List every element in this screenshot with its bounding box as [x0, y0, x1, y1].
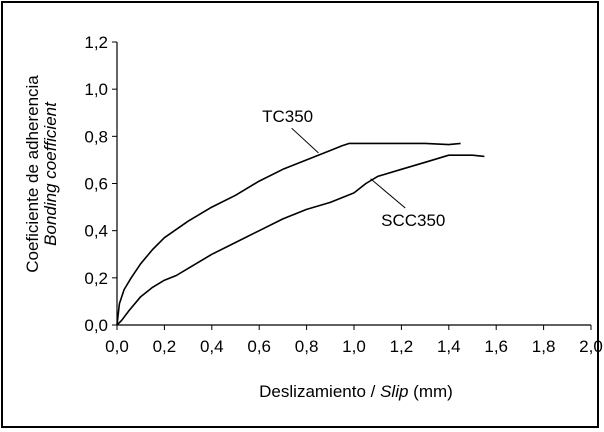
series-lines [116, 142, 485, 326]
x-tick-label: 0,0 [105, 337, 129, 356]
x-tick-label: 1,0 [342, 337, 366, 356]
x-ticks: 0,0 0,2 0,4 0,6 0,8 1,0 1,2 1,4 1,6 1,8 2,0 [105, 325, 603, 356]
y-axis-label-line2: Bonding coefficient [41, 101, 60, 246]
x-tick-label: 0,8 [295, 337, 319, 356]
y-tick-label: 0,4 [84, 222, 108, 241]
series-line-scc350 [116, 154, 485, 326]
chart-frame [1, 1, 599, 428]
x-tick-label: 1,6 [484, 337, 508, 356]
x-tick-label: 0,6 [247, 337, 271, 356]
x-tick-label: 2,0 [579, 337, 603, 356]
annotation-leader-scc350 [370, 178, 406, 209]
annotations: TC350 SCC350 [262, 107, 445, 230]
x-tick-label: 0,4 [200, 337, 224, 356]
series-line-tc350 [116, 142, 461, 326]
y-tick-label: 0,0 [84, 316, 108, 335]
y-tick-label: 0,6 [84, 175, 108, 194]
annotation-scc350: SCC350 [381, 211, 445, 230]
x-tick-label: 1,4 [437, 337, 461, 356]
y-axis-label: Coeficiente de adherencia Bonding coeffi… [23, 75, 60, 273]
annotation-leader-tc350 [291, 127, 319, 154]
y-ticks: 0,0 0,2 0,4 0,6 0,8 1,0 1,2 [84, 33, 117, 335]
x-tick-label: 1,8 [532, 337, 556, 356]
axes [116, 42, 591, 326]
y-tick-label: 0,8 [84, 127, 108, 146]
y-tick-label: 0,2 [84, 269, 108, 288]
x-tick-label: 1,2 [390, 337, 414, 356]
y-axis-label-line1: Coeficiente de adherencia [23, 75, 42, 273]
annotation-tc350: TC350 [262, 107, 313, 126]
y-tick-label: 1,0 [84, 80, 108, 99]
y-tick-label: 1,2 [84, 33, 108, 52]
x-axis-label: Deslizamiento / Slip (mm) [259, 382, 453, 401]
x-tick-label: 0,2 [153, 337, 177, 356]
